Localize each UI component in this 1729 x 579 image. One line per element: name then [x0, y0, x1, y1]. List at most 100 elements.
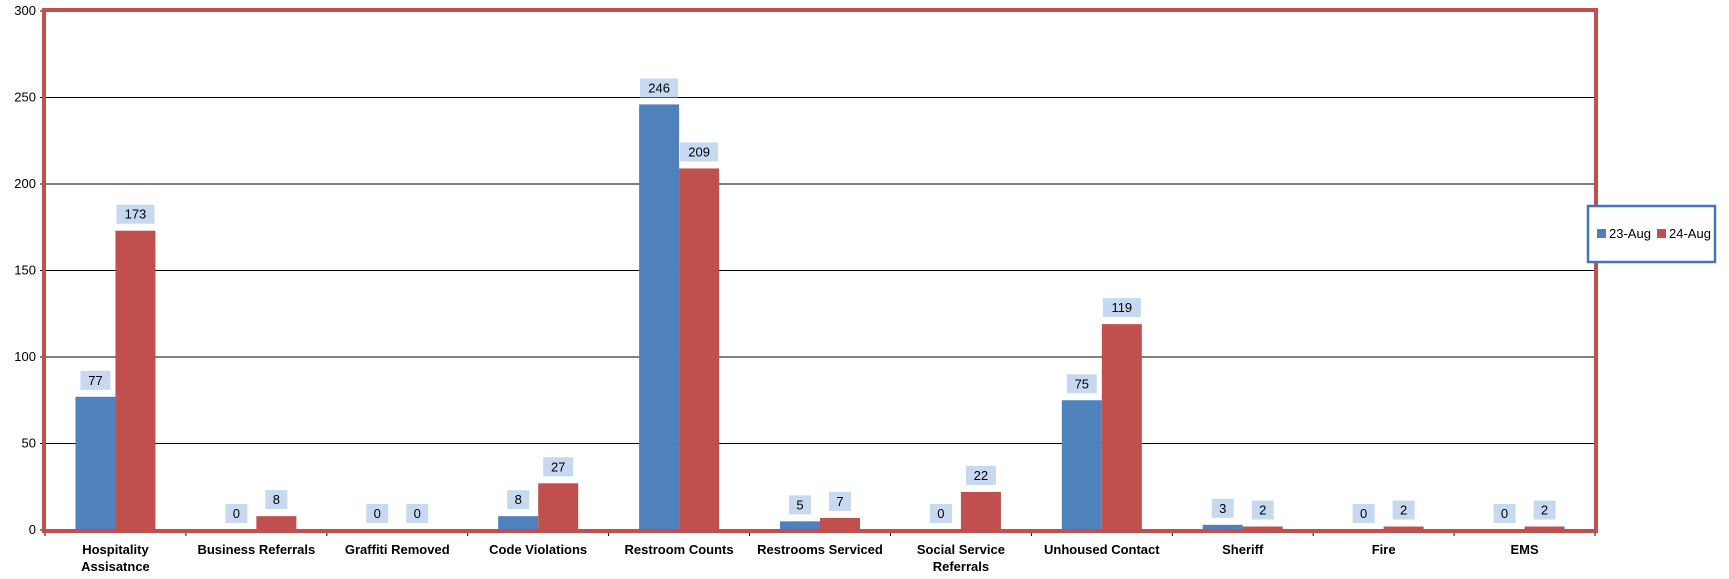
x-category-label: Graffiti Removed [345, 542, 450, 557]
x-category-label-line: Code Violations [489, 542, 587, 557]
x-category-label: Business Referrals [197, 542, 315, 557]
bar-24-Aug [1101, 324, 1142, 530]
x-category-label: Hospitality Assisatnce [81, 542, 150, 574]
data-label-bg [1533, 500, 1556, 520]
x-category-label: Sheriff [1222, 542, 1264, 557]
data-label: 0 [1360, 506, 1367, 521]
x-category-label-line: Hospitality [82, 542, 149, 557]
y-axis-ticks: 0 50 100 150 200 250 300 [14, 3, 36, 537]
bar-24-Aug [679, 168, 720, 530]
x-category-label-line: Social Service [917, 542, 1005, 557]
legend: 23-Aug 24-Aug [1586, 204, 1717, 264]
data-label: 0 [374, 506, 381, 521]
legend-label-24-Aug: 24-Aug [1669, 226, 1711, 241]
x-category-label-line: Referrals [933, 559, 989, 574]
data-label-bg [80, 370, 111, 390]
data-label-bg [929, 504, 952, 523]
data-label: 2 [1259, 503, 1266, 518]
x-category-label-line: Graffiti Removed [345, 542, 450, 557]
x-category-label: Restroom Counts [625, 542, 734, 557]
data-label-bg [507, 490, 530, 510]
y-tick-label: 300 [14, 3, 36, 18]
x-category-label-line: Restrooms Serviced [757, 542, 883, 557]
data-label-bg [1102, 298, 1141, 318]
x-category-label: Fire [1372, 542, 1396, 557]
data-label: 2 [1400, 503, 1407, 518]
data-label-bg [1251, 500, 1274, 520]
bar-24-Aug [1242, 526, 1283, 530]
x-category-label: Social Service Referrals [917, 542, 1005, 574]
x-category-label-line: Business Referrals [197, 542, 315, 557]
data-label-bg [366, 504, 389, 523]
bar-23-Aug [639, 104, 680, 531]
bar-23-Aug [75, 396, 116, 530]
data-label-bg [225, 504, 248, 523]
x-axis-categories: Hospitality Assisatnce Business Referrals G… [44, 530, 1596, 574]
x-category-label-line: Fire [1372, 542, 1396, 557]
data-label-bg [640, 78, 679, 98]
bar-24-Aug [115, 230, 156, 530]
data-label-bg [406, 504, 429, 523]
legend-label-23-Aug: 23-Aug [1609, 226, 1651, 241]
data-label: 77 [88, 373, 102, 388]
data-label: 8 [273, 492, 280, 507]
legend-swatch-23-Aug [1597, 229, 1606, 238]
x-category-label: Code Violations [489, 542, 587, 557]
x-category-label-line: EMS [1510, 542, 1539, 557]
data-label-bg [965, 465, 996, 485]
data-label: 209 [688, 144, 710, 159]
bar-24-Aug [1524, 526, 1565, 530]
data-label: 119 [1111, 300, 1132, 315]
legend-swatch-24-Aug [1657, 229, 1666, 238]
data-label: 0 [414, 506, 421, 521]
data-label-bg [265, 490, 288, 510]
bar-23-Aug [1061, 400, 1102, 530]
data-label-bg [1493, 504, 1516, 523]
data-label-bg [1211, 498, 1234, 518]
data-label: 3 [1219, 501, 1226, 516]
data-label: 0 [233, 506, 240, 521]
data-label: 173 [125, 207, 147, 222]
data-label: 27 [551, 459, 565, 474]
legend-items: 23-Aug 24-Aug [1597, 226, 1711, 241]
data-label-bg [116, 204, 155, 224]
x-category-label-line: Unhoused Contact [1044, 542, 1160, 557]
y-tick-label: 100 [14, 349, 36, 364]
data-label-bg [1392, 500, 1415, 520]
data-label-bg [543, 457, 574, 477]
y-tick-label: 150 [14, 263, 36, 278]
bar-23-Aug [780, 521, 820, 530]
gridlines [40, 10, 1595, 531]
y-tick-label: 200 [14, 176, 36, 191]
bar-23-Aug [498, 516, 539, 530]
data-label: 22 [974, 468, 988, 483]
data-label-bg [1066, 374, 1097, 394]
y-tick-label: 250 [14, 90, 36, 105]
bar-24-Aug [960, 491, 1001, 530]
y-tick-label: 0 [29, 522, 36, 537]
legend-box [1586, 204, 1717, 264]
bar-24-Aug [1383, 526, 1424, 530]
bar-24-Aug [256, 516, 297, 530]
bar-23-Aug [1202, 524, 1243, 530]
data-label: 5 [796, 497, 803, 512]
x-category-label: Restrooms Serviced [757, 542, 883, 557]
bar-24-Aug [538, 483, 579, 530]
plot-area-border [42, 8, 1598, 533]
data-label-bg [1352, 504, 1375, 523]
data-label-bg [789, 495, 811, 515]
data-label: 0 [937, 506, 944, 521]
x-category-label: EMS [1510, 542, 1539, 557]
bars [75, 104, 1565, 531]
data-label: 0 [1501, 506, 1508, 521]
data-label-bg [680, 142, 719, 162]
x-category-label: Unhoused Contact [1044, 542, 1160, 557]
data-label: 75 [1075, 376, 1089, 391]
data-label: 7 [836, 494, 843, 509]
y-tick-label: 50 [22, 436, 36, 451]
data-label: 246 [648, 80, 670, 95]
x-category-label-line: Restroom Counts [625, 542, 734, 557]
x-category-label-line: Assisatnce [81, 559, 150, 574]
x-category-label-line: Sheriff [1222, 542, 1264, 557]
